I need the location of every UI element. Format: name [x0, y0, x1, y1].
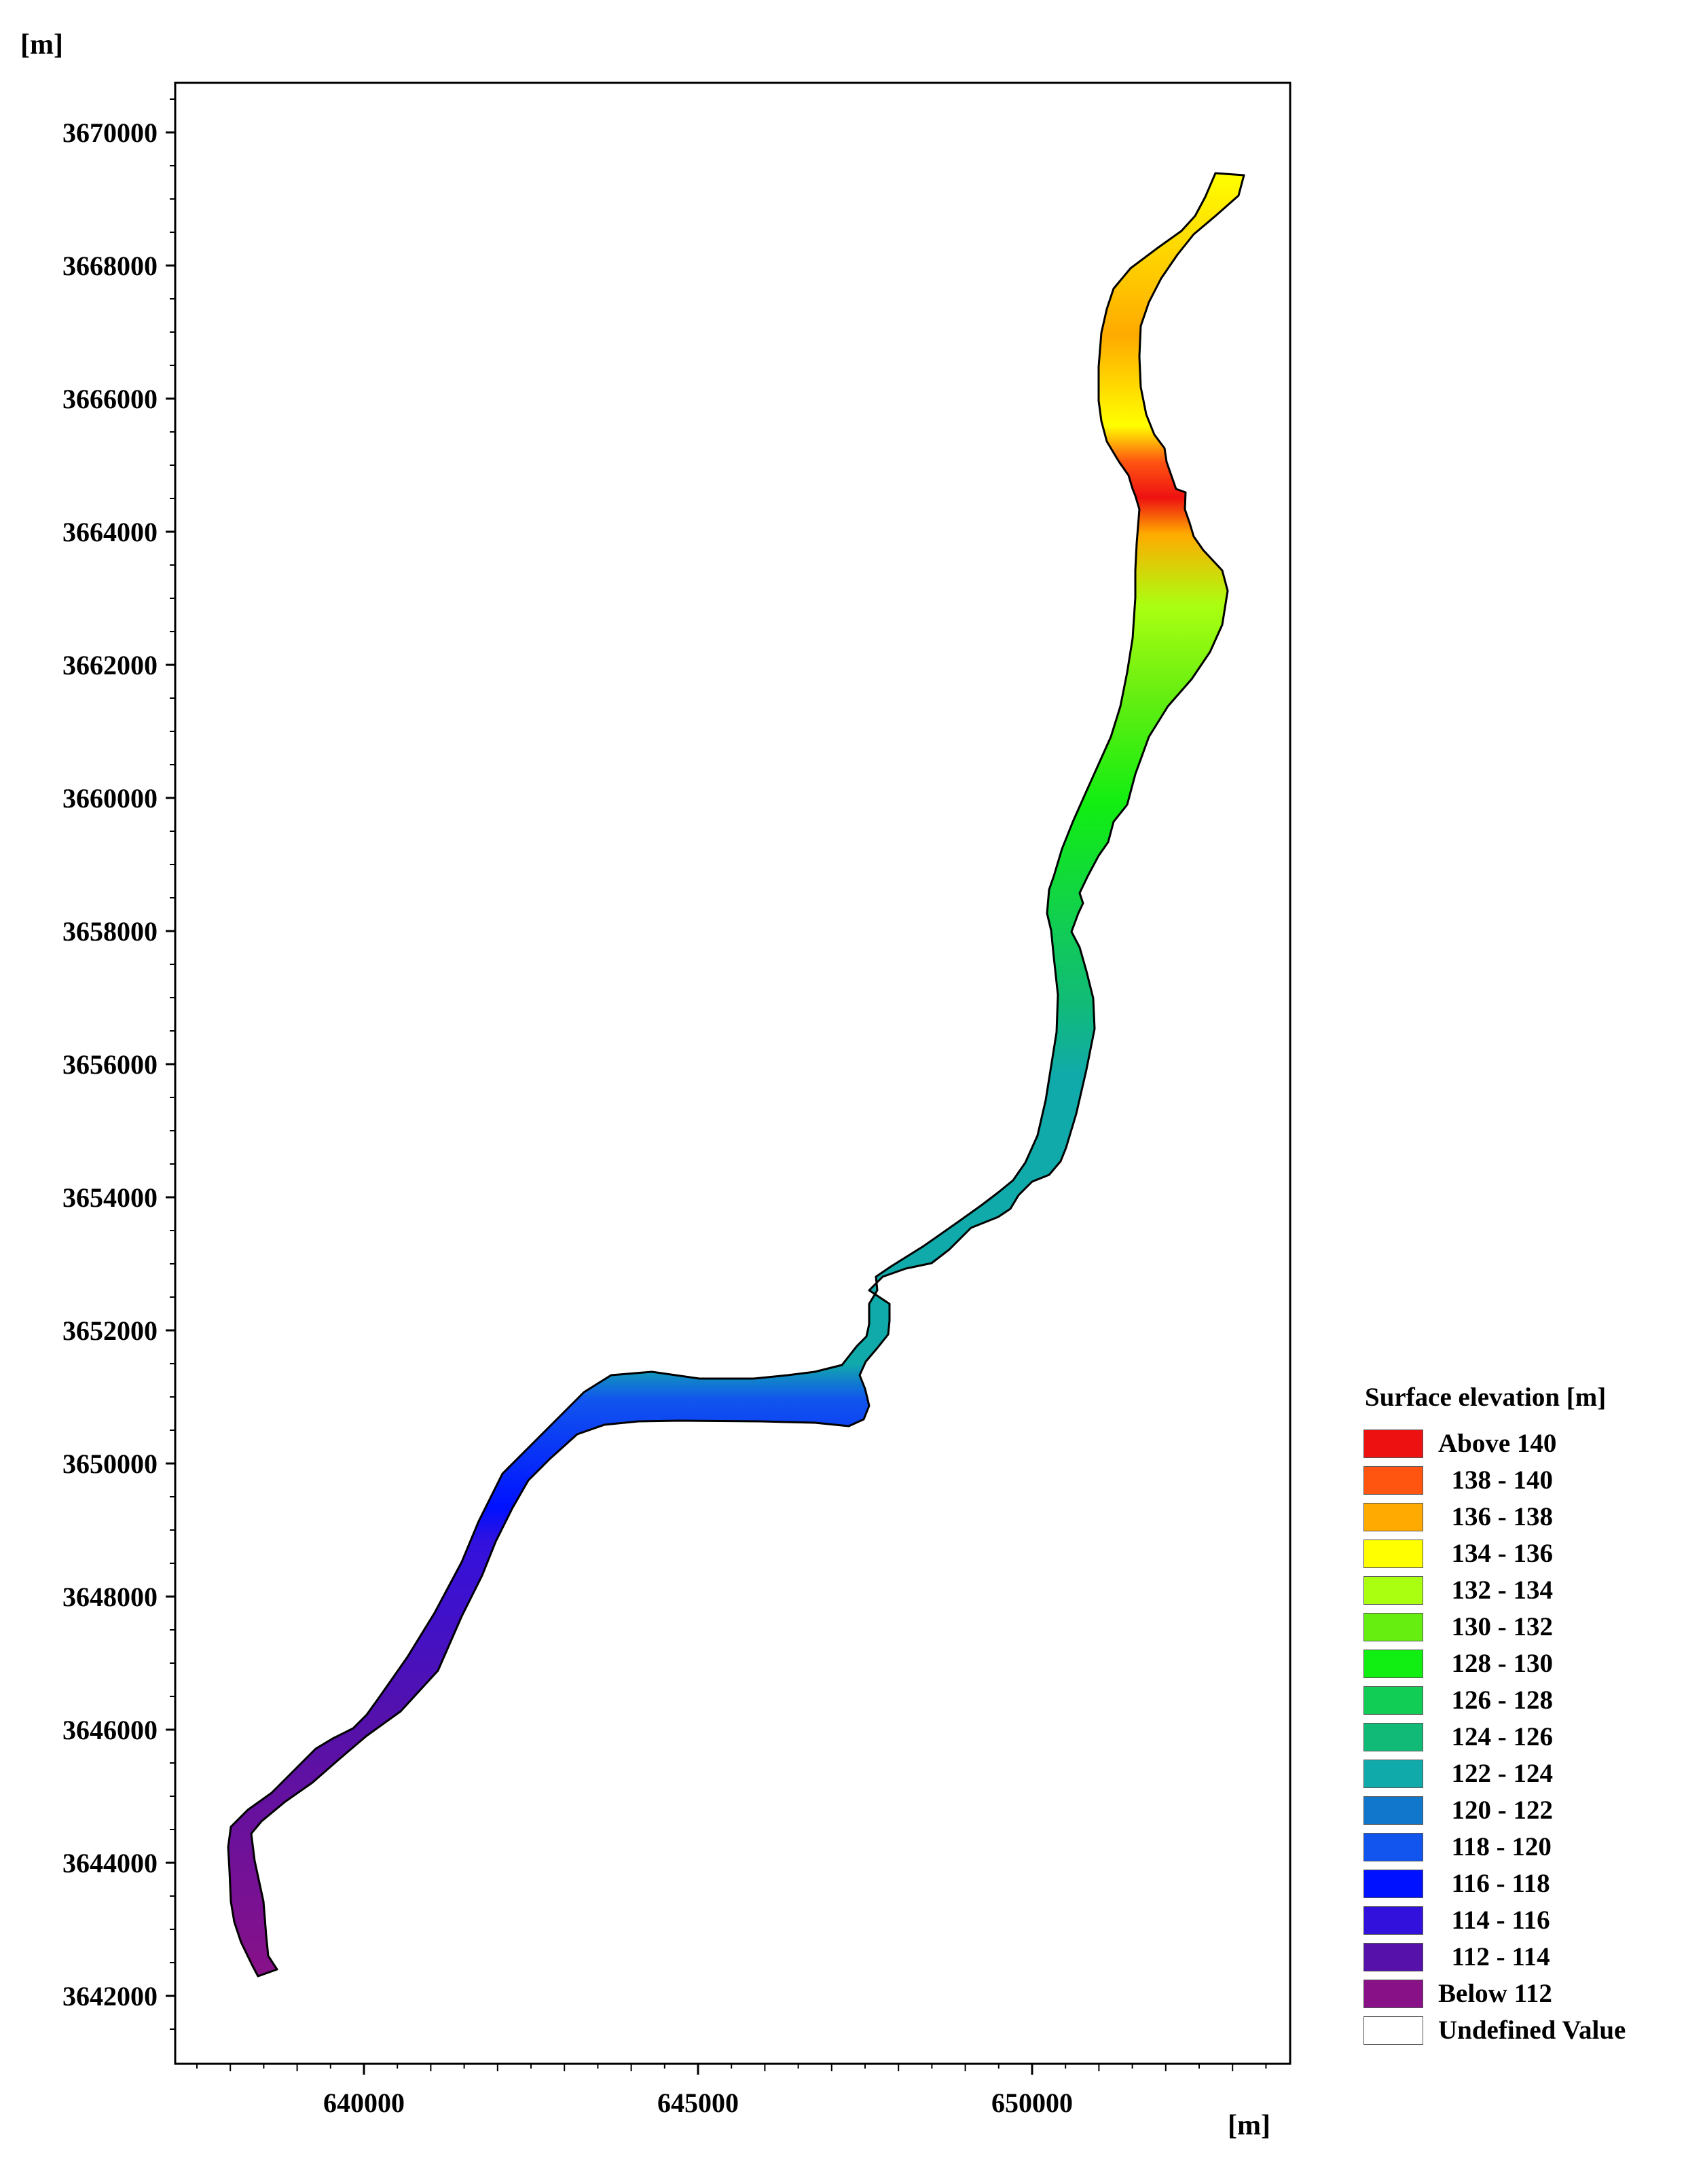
- legend-swatch: [1363, 1980, 1423, 2008]
- legend-swatch: [1363, 1723, 1423, 1751]
- legend-swatch: [1363, 1430, 1423, 1458]
- y-tick-label: 3646000: [62, 1715, 158, 1745]
- y-tick-label: 3668000: [62, 251, 158, 281]
- legend-label: 124 - 126: [1438, 1722, 1554, 1751]
- legend-swatch: [1363, 1906, 1423, 1935]
- y-tick-label: 3642000: [62, 1981, 158, 2012]
- legend-label: 126 - 128: [1438, 1686, 1554, 1715]
- y-tick-label: 3666000: [62, 384, 158, 414]
- legend-swatch: [1363, 2016, 1423, 2045]
- legend-label: Above 140: [1438, 1429, 1557, 1458]
- legend-label: 122 - 124: [1438, 1759, 1554, 1788]
- legend-swatch: [1363, 1870, 1423, 1898]
- legend-label: 136 - 138: [1438, 1502, 1554, 1531]
- x-tick-label: 645000: [657, 2088, 739, 2118]
- legend-swatch: [1363, 1650, 1423, 1678]
- legend-swatch: [1363, 1796, 1423, 1825]
- y-tick-label: 3656000: [62, 1049, 158, 1080]
- legend-label: 134 - 136: [1438, 1539, 1554, 1568]
- legend-swatch: [1363, 1540, 1423, 1568]
- legend-label: 118 - 120: [1438, 1832, 1552, 1861]
- legend-label: Undefined Value: [1438, 2016, 1626, 2045]
- y-tick-label: 3662000: [62, 650, 158, 680]
- legend-label: 114 - 116: [1438, 1906, 1550, 1935]
- x-tick-label: 640000: [323, 2088, 405, 2118]
- legend-label: Below 112: [1438, 1979, 1552, 2008]
- y-tick-label: 3644000: [62, 1848, 158, 1878]
- y-axis-unit: [m]: [20, 29, 63, 60]
- legend-label: 132 - 134: [1438, 1576, 1554, 1605]
- legend-label: 138 - 140: [1438, 1466, 1554, 1495]
- x-tick-label: 650000: [991, 2088, 1073, 2118]
- y-tick-label: 3660000: [62, 783, 158, 814]
- y-tick-label: 3650000: [62, 1449, 158, 1479]
- legend-swatch: [1363, 1503, 1423, 1531]
- river-reach: [227, 172, 1245, 1978]
- legend-label: 116 - 118: [1438, 1869, 1550, 1898]
- legend-swatch: [1363, 1833, 1423, 1861]
- legend-label: 120 - 122: [1438, 1796, 1554, 1825]
- y-axis-ticks: 3670000 3668000 3666000 3664000 3662000 36600…: [62, 98, 175, 2030]
- legend-swatch: [1363, 1760, 1423, 1788]
- legend-swatch: [1363, 1466, 1423, 1495]
- y-tick-label: 3654000: [62, 1182, 158, 1213]
- legend-swatch: [1363, 1613, 1423, 1641]
- legend-swatch: [1363, 1943, 1423, 1971]
- y-tick-label: 3652000: [62, 1315, 158, 1346]
- y-tick-label: 3670000: [62, 117, 158, 148]
- legend-title: Surface elevation [m]: [1365, 1383, 1607, 1412]
- legend-swatch: [1363, 1576, 1423, 1605]
- x-axis-unit: [m]: [1228, 2110, 1270, 2141]
- legend-label: 130 - 132: [1438, 1612, 1554, 1641]
- y-tick-label: 3648000: [62, 1582, 158, 1612]
- legend-swatch: [1363, 1686, 1423, 1715]
- y-tick-label: 3664000: [62, 517, 158, 547]
- x-axis-ticks: 640000 645000 650000: [196, 2064, 1267, 2118]
- y-tick-label: 3658000: [62, 916, 158, 947]
- legend-label: 128 - 130: [1438, 1649, 1554, 1678]
- legend-label: 112 - 114: [1438, 1942, 1550, 1971]
